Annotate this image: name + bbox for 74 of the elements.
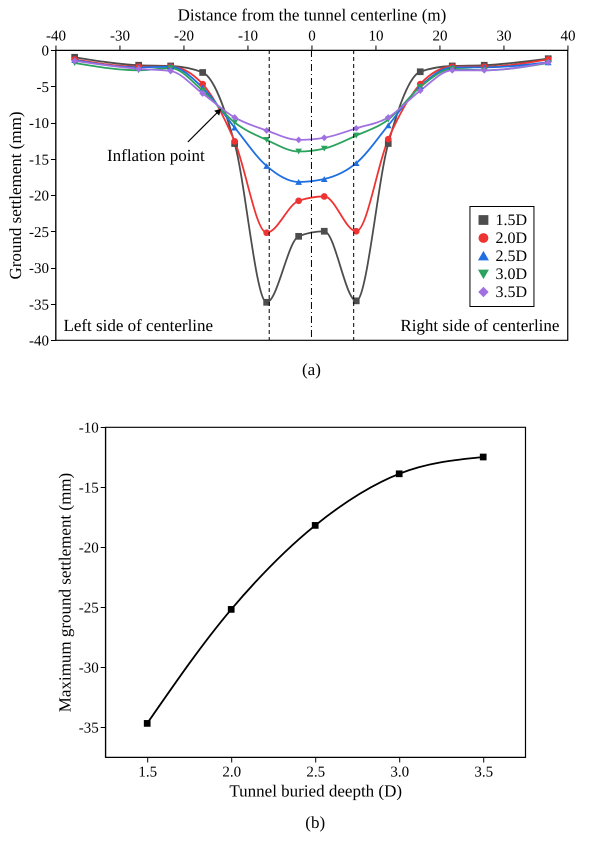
legend-label: 3.5D <box>495 284 528 301</box>
point <box>231 124 238 130</box>
y-tick-label: -20 <box>28 188 49 204</box>
text: (b) <box>305 813 326 832</box>
point <box>167 68 174 74</box>
y-tick-label: -15 <box>28 152 49 168</box>
x-tick-label: 3.0 <box>390 764 410 780</box>
x-tick-label: 3.5 <box>474 764 494 780</box>
x-tick-label: 20 <box>432 28 448 44</box>
x-tick-label: 30 <box>496 28 512 44</box>
point <box>228 606 235 613</box>
point <box>416 87 424 94</box>
y-tick-label: -35 <box>28 297 49 314</box>
y-tick-label: 0 <box>41 44 49 60</box>
point <box>312 522 319 529</box>
annotation: Left side of centerline <box>63 316 214 335</box>
point <box>384 136 392 143</box>
y-tick-label: -25 <box>28 224 49 241</box>
point <box>144 720 151 727</box>
legend-label: 1.5D <box>495 212 528 229</box>
y-axis-title: Ground settlement (mm) <box>6 111 25 280</box>
point <box>352 132 360 138</box>
point <box>416 68 424 76</box>
point <box>480 454 487 460</box>
point <box>352 124 360 132</box>
point <box>320 228 328 235</box>
y-tick-label: -20 <box>78 540 99 556</box>
x-axis-title: Distance from the tunnel centerline (m) <box>178 6 446 24</box>
x-tick-label: 0 <box>308 28 316 44</box>
point <box>295 179 302 185</box>
y-axis-title: Maximum ground settlement (mm) <box>56 472 75 712</box>
y-tick-label: -40 <box>28 334 49 350</box>
point <box>231 120 238 126</box>
annotation: Inflation point <box>106 146 205 165</box>
x-tick-label: 10 <box>368 28 384 44</box>
x-tick-label: -30 <box>110 28 130 44</box>
legend-label: 3.0D <box>495 266 528 283</box>
text: (a) <box>302 360 321 379</box>
legend-label: 2.0D <box>495 230 528 247</box>
y-tick-label: -10 <box>28 116 49 132</box>
point <box>320 146 328 152</box>
x-tick-label: 2.5 <box>306 764 326 780</box>
point <box>263 136 270 143</box>
point <box>231 114 238 121</box>
y-tick-label: -10 <box>78 420 99 436</box>
point <box>199 69 206 76</box>
x-axis-title: Tunnel buried deepth (D) <box>229 782 402 800</box>
y-tick-label: -25 <box>78 600 99 616</box>
x-tick-label: -10 <box>238 28 258 44</box>
point <box>295 197 302 204</box>
legend-label: 2.5D <box>495 248 528 265</box>
point <box>384 122 392 128</box>
point <box>320 134 328 142</box>
y-tick-label: -5 <box>36 80 49 96</box>
x-tick-label: 2.0 <box>222 764 242 780</box>
x-tick-label: 40 <box>560 28 576 44</box>
point <box>295 148 302 154</box>
y-tick-label: -30 <box>78 660 99 676</box>
point <box>199 90 206 97</box>
point <box>352 228 360 235</box>
y-tick-label: -35 <box>78 720 99 736</box>
point <box>396 470 403 478</box>
y-tick-label: -30 <box>28 261 49 277</box>
point <box>320 193 328 200</box>
point <box>263 229 270 236</box>
annotation: Right side of centerline <box>400 316 560 335</box>
point <box>263 127 270 134</box>
point <box>384 114 392 121</box>
x-tick-label: 1.5 <box>138 764 158 780</box>
point <box>295 232 302 240</box>
x-tick-label: -20 <box>174 28 194 44</box>
point <box>295 136 302 144</box>
point <box>320 176 328 182</box>
y-tick-label: -15 <box>78 480 99 496</box>
